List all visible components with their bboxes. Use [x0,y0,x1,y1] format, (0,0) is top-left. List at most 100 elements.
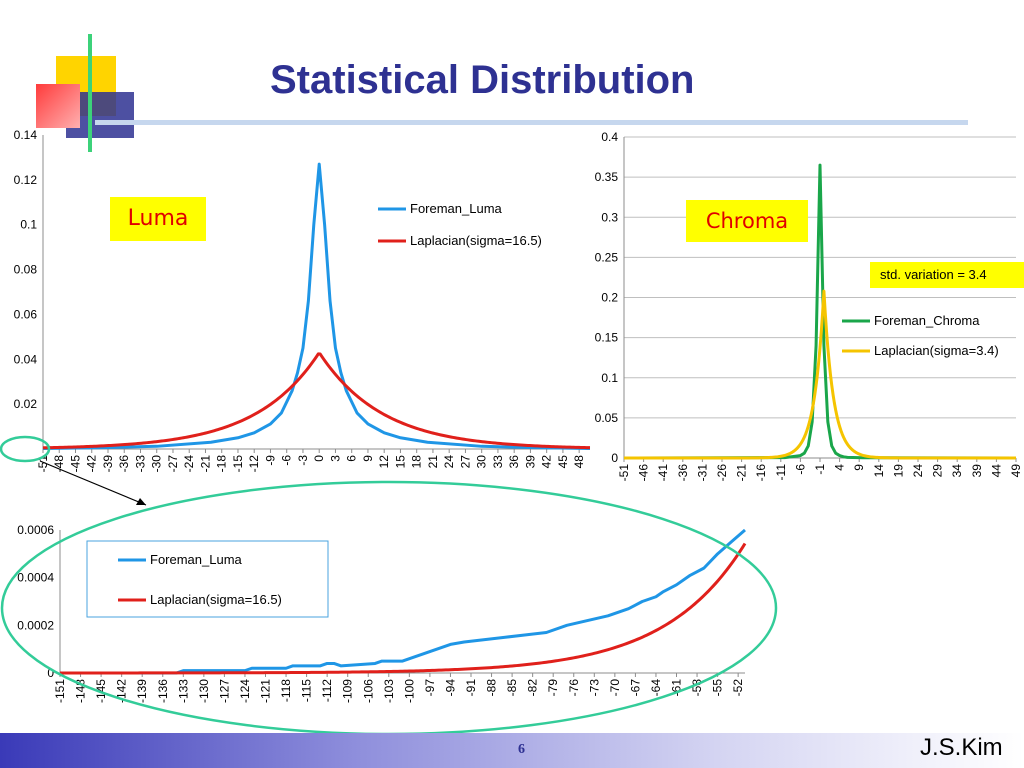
x-tick-label: 21 [426,455,440,469]
x-tick-label: -6 [793,464,807,475]
y-tick-label: 0.4 [601,130,618,144]
x-tick-label: -30 [150,455,164,473]
legend-label: Laplacian(sigma=16.5) [150,592,282,607]
x-tick-label: -76 [567,679,581,697]
x-tick-label: -39 [101,455,115,473]
y-tick-label: 0 [47,666,54,680]
x-tick-label: -100 [402,679,416,703]
x-tick-label: -67 [628,679,642,697]
x-tick-label: 15 [393,455,407,469]
legend-label: Laplacian(sigma=3.4) [874,343,999,358]
x-tick-label: 9 [361,455,375,462]
x-tick-label: -127 [217,679,231,703]
page-title: Statistical Distribution [270,58,695,102]
x-tick-label: 3 [328,455,342,462]
author-name: J.S.Kim [920,734,1003,761]
highlight-small-ellipse [0,435,51,463]
x-tick-label: -139 [135,679,149,703]
x-tick-label: 48 [572,455,586,469]
legend-label: Foreman_Chroma [874,313,980,328]
x-tick-label: -64 [649,679,663,697]
x-tick-label: -36 [117,455,131,473]
x-tick-label: -24 [182,455,196,473]
x-tick-label: -55 [711,679,725,697]
x-tick-label: 12 [377,455,391,469]
x-tick-label: -82 [526,679,540,697]
x-tick-label: -11 [774,464,788,481]
y-tick-label: 0.3 [601,210,618,224]
chroma-callout: Chroma [686,200,808,242]
x-tick-label: -106 [361,679,375,703]
x-tick-label: -46 [637,464,651,482]
title-rule [95,120,968,125]
x-tick-label: -27 [166,455,180,473]
std-variation-note: std. variation = 3.4 [870,262,1024,288]
x-tick-label: 44 [989,464,1003,478]
deco-green-line [88,34,92,152]
x-tick-label: 45 [556,455,570,469]
x-tick-label: 14 [872,464,886,478]
x-tick-label: -145 [94,679,108,703]
series-line-1 [60,528,746,675]
x-tick-label: 34 [950,464,964,478]
y-tick-label: 0.25 [595,250,619,264]
page-number: 6 [518,742,525,757]
x-tick-label: -36 [676,464,690,482]
x-tick-label: 33 [491,455,505,469]
x-tick-label: 36 [507,455,521,469]
x-tick-label: -52 [731,679,745,697]
x-tick-label: 30 [475,455,489,469]
x-tick-label: -88 [485,679,499,697]
legend-label: Foreman_Luma [410,201,503,216]
x-tick-label: -112 [320,679,334,702]
y-tick-label: 0.0006 [17,523,54,537]
y-tick-label: 0.05 [595,411,619,425]
luma-chart: 0.140.120.10.080.060.040.02-51 -48 -45 -42-… [14,128,591,473]
x-tick-label: -26 [715,464,729,482]
x-tick-label: -118 [279,679,293,702]
zoom-arrow-head [136,498,146,505]
y-tick-label: 0.12 [14,173,38,187]
y-tick-label: 0.0002 [17,618,54,632]
x-tick-label: -79 [546,679,560,697]
x-tick-label: 24 [911,464,925,478]
x-tick-label: -1 [813,464,827,475]
series-line-1 [623,163,1017,460]
x-tick-label: 39 [970,464,984,478]
luma-callout: Luma [110,197,206,241]
x-tick-label: -124 [238,679,252,703]
y-tick-label: 0 [611,451,618,465]
chroma-chart: 0.4 0.35 0.3 0.25 0.2 0.15 0.1 0.05 0-51 -46 -41 -3… [595,130,1023,482]
x-tick-label: 29 [931,464,945,478]
x-tick-label: 4 [833,464,847,471]
y-tick-label: 0.08 [14,263,38,277]
x-tick-label: 19 [891,464,905,478]
series-line-2 [623,289,1017,460]
x-tick-label: -121 [259,679,273,703]
x-tick-label: -51 [617,464,631,482]
x-tick-label: -21 [735,464,749,482]
x-tick-label: -15 [231,455,245,473]
x-tick-label: -70 [608,679,622,697]
series-line-2 [59,542,747,675]
x-tick-label: -151 [53,679,67,703]
y-tick-label: 0.1 [20,218,37,232]
x-tick-label: -6 [280,455,294,466]
y-tick-label: 0.2 [601,291,618,305]
y-tick-label: 0.0004 [17,571,54,585]
x-tick-label: 27 [458,455,472,469]
x-tick-label: 18 [410,455,424,469]
x-tick-label: 0 [312,455,326,462]
y-tick-label: 0.1 [601,371,618,385]
x-tick-label: -94 [443,679,457,697]
x-tick-label: -45 [68,455,82,473]
x-tick-label: 24 [442,455,456,469]
y-tick-label: 0.35 [595,170,619,184]
y-tick-label: 0.04 [14,352,38,366]
x-tick-label: 9 [852,464,866,471]
y-tick-label: 0.02 [14,397,38,411]
x-tick-label: -115 [300,679,314,702]
x-tick-label: 39 [523,455,537,469]
x-tick-label: -130 [197,679,211,703]
x-tick-label: 6 [345,455,359,462]
